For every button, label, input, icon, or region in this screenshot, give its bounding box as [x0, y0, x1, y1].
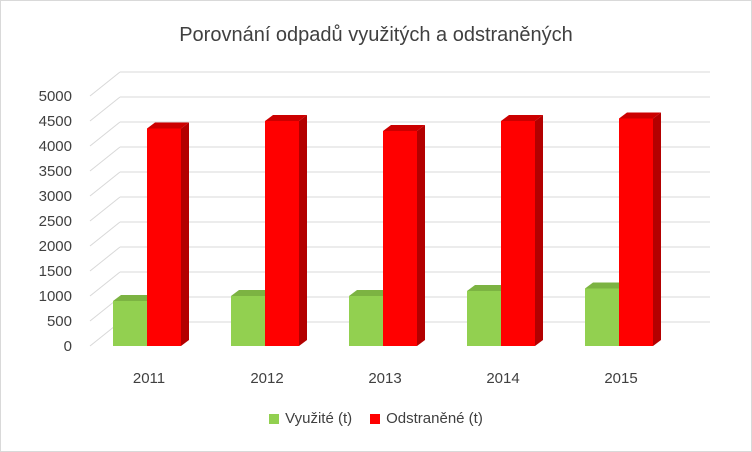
bar-odstranene-2011	[147, 128, 181, 346]
legend-label-series-2: Odstraněné (t)	[386, 410, 483, 427]
bar-top	[147, 122, 189, 129]
legend-label-series-1: Využité (t)	[285, 410, 353, 427]
y-tick-label: 500	[47, 313, 72, 330]
x-tick-label: 2011	[133, 370, 165, 387]
bar-odstranene-2012	[265, 121, 299, 346]
legend-item-series-1: Využité (t)	[269, 410, 352, 427]
bar-top	[619, 112, 661, 119]
bar-vyuzite-2012	[231, 296, 265, 346]
bar-side	[299, 115, 307, 346]
bar-side	[417, 125, 425, 346]
gridline-depth	[89, 71, 121, 97]
gridline-depth	[89, 246, 121, 272]
bar-top	[349, 290, 391, 296]
bar-odstranene-2015	[619, 118, 653, 346]
bar-vyuzite-2011	[113, 301, 147, 346]
legend-item-series-2: Odstraněné (t)	[370, 410, 483, 427]
bar-top	[113, 295, 155, 301]
bar-top	[585, 282, 627, 289]
gridline-depth	[89, 121, 121, 147]
bar-odstranene-2014	[501, 121, 535, 346]
bar-vyuzite-2015	[585, 288, 619, 346]
y-tick-label: 3000	[39, 188, 72, 205]
bar-odstranene-2013	[383, 131, 417, 346]
y-tick-label: 4500	[39, 113, 72, 130]
bar-side	[535, 115, 543, 346]
y-tick-label: 4000	[39, 138, 72, 155]
x-tick-label: 2014	[486, 370, 519, 387]
gridline-depth	[89, 171, 121, 197]
y-tick-label: 0	[64, 338, 72, 355]
bar-side	[653, 112, 661, 346]
x-tick-label: 2015	[604, 370, 637, 387]
bar-top	[231, 290, 273, 296]
gridline-depth	[89, 196, 121, 222]
bar-top	[501, 115, 543, 121]
y-tick-label: 3500	[39, 163, 72, 180]
bar-vyuzite-2014	[467, 291, 501, 346]
bar-vyuzite-2013	[349, 296, 383, 346]
chart-title: Porovnání odpadů využitých a odstraněnýc…	[179, 24, 573, 46]
bar-top	[467, 285, 509, 291]
y-tick-label: 2500	[39, 213, 72, 230]
legend-swatch-series-1	[269, 413, 280, 424]
bar-top	[265, 115, 307, 121]
gridline-depth	[89, 146, 121, 172]
x-tick-label: 2012	[250, 370, 283, 387]
gridline-depth	[89, 221, 121, 247]
chart-legend: Využité (t) Odstraněné (t)	[0, 410, 752, 427]
y-tick-label: 1500	[39, 263, 72, 280]
y-tick-label: 2000	[39, 238, 72, 255]
y-tick-label: 5000	[39, 88, 72, 105]
gridline-depth	[89, 96, 121, 122]
legend-swatch-series-2	[370, 413, 381, 424]
gridline-depth	[89, 271, 121, 297]
y-tick-label: 1000	[39, 288, 72, 305]
bar-top	[383, 125, 425, 131]
x-tick-label: 2013	[368, 370, 401, 387]
bar-side	[181, 122, 189, 346]
